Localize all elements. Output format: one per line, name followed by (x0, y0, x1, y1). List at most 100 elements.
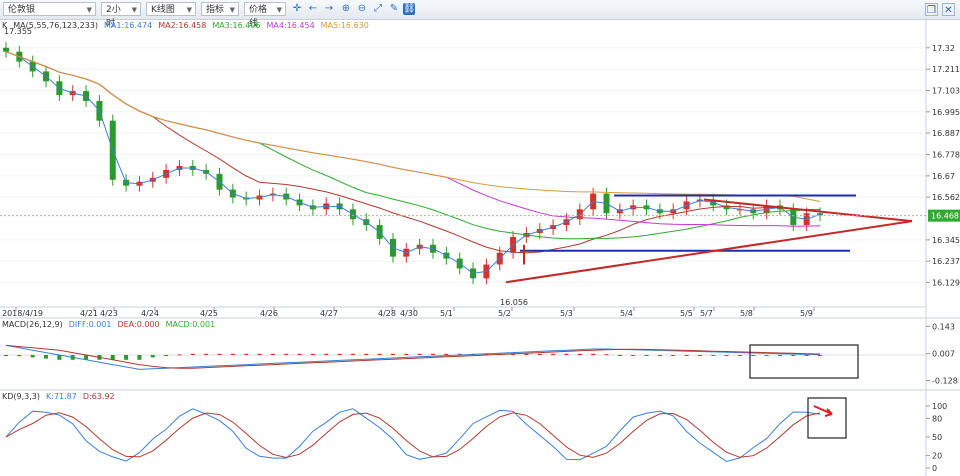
close-icon[interactable]: ✕ (942, 3, 955, 16)
chevron-down-icon: ▼ (229, 6, 235, 14)
x-tick-label: 5/3 (560, 309, 573, 318)
candle-body (736, 209, 743, 211)
candle-body (456, 258, 463, 269)
zoom-out-icon[interactable]: ⊖ (357, 3, 367, 14)
candle-body (696, 199, 703, 202)
macd-histogram-bar (417, 353, 422, 355)
macd-histogram-bar (537, 353, 542, 355)
candle-body (403, 248, 410, 257)
link-icon[interactable]: ⛓ (403, 3, 416, 15)
macd-histogram-bar (124, 355, 129, 360)
candle-body (29, 61, 36, 72)
candle-body (616, 209, 623, 214)
candle-body (136, 181, 143, 186)
macd-histogram-bar (644, 355, 649, 356)
macd-diff-line (5, 344, 821, 370)
macd-histogram-bar (217, 353, 222, 355)
macd-histogram-bar (137, 355, 142, 360)
indicators-select[interactable]: 指标 ▼ (201, 2, 239, 16)
macd-histogram-bar (577, 353, 582, 355)
candle-body (523, 232, 530, 237)
macd-histogram-bar (4, 355, 8, 356)
candle-body (576, 209, 583, 220)
macd-histogram-bar (631, 355, 636, 356)
macd-histogram-bar (17, 355, 22, 357)
macd-histogram-bar (471, 353, 476, 355)
macd-histogram-bar (564, 353, 569, 355)
x-tick-label: 4/26 (260, 309, 278, 318)
candle-body (389, 238, 396, 257)
legend-ma1: MA1:16.474 (104, 21, 153, 30)
moving-average-ma1 (5, 51, 821, 274)
x-tick-label: 5/2 (498, 309, 511, 318)
x-tick-label: 5/5 (680, 309, 693, 318)
chart-type-select[interactable]: K线图 ▼ (146, 2, 196, 16)
candle-body (83, 91, 90, 101)
macd-histogram-bar (310, 353, 315, 355)
symbol-value: 伦敦银 (8, 5, 36, 15)
legend-ma-params: MA(5,55,76,123,233) (13, 21, 99, 30)
wedge-upper-line (703, 198, 913, 223)
chevron-down-icon: ▼ (131, 6, 137, 14)
low-label: 16.056 (500, 298, 528, 307)
macd-histogram-bar (457, 353, 462, 355)
draw-pen-icon[interactable]: ✎ (389, 3, 399, 14)
y-tick-label: 16.562 (932, 193, 960, 202)
kd-y-tick-label: 50 (932, 433, 942, 442)
crosshair-icon[interactable]: ✛ (292, 3, 302, 14)
kd-y-tick-label: 80 (932, 414, 942, 423)
restore-icon[interactable]: ❐ (925, 3, 938, 16)
macd-histogram-bar (524, 353, 529, 355)
macd-histogram-bar (604, 354, 609, 356)
price-line-select[interactable]: 价格线 ▼ (244, 2, 286, 29)
x-tick-label: 4/24 (141, 309, 159, 318)
macd-histogram-bar (177, 354, 182, 356)
moving-average-ma2 (5, 51, 821, 254)
candle-body (630, 205, 637, 210)
symbol-select[interactable]: 伦敦银 ▼ (3, 2, 96, 16)
macd-histogram-bar (551, 353, 556, 355)
candle-body (803, 213, 810, 226)
macd-histogram-bar (44, 355, 49, 359)
candle-body (510, 236, 517, 253)
candle-body (216, 173, 223, 190)
candle-body (376, 225, 383, 239)
wedge-lower-line (505, 220, 913, 284)
x-tick-label: 4/25 (200, 309, 218, 318)
zoom-in-icon[interactable]: ⊕ (341, 3, 351, 14)
kd-legend: KD(9,3,3) K:71.87 D:63.92 (2, 392, 121, 402)
legend-k: K (2, 21, 8, 30)
arrow-right-icon[interactable]: → (324, 3, 334, 14)
moving-average-ma4 (5, 51, 821, 227)
kd-y-tick-label: 100 (932, 402, 947, 411)
macd-histogram-bar (150, 355, 155, 358)
candle-body (123, 179, 130, 186)
x-tick-label: 4/21 (80, 309, 98, 318)
candle-body (243, 197, 250, 200)
legend-k-value: K:71.87 (46, 392, 77, 401)
candle-body (149, 177, 156, 182)
macd-histogram-bar (657, 355, 662, 356)
price-line-value: 价格线 (249, 5, 268, 29)
main-legend: K MA(5,55,76,123,233) MA1:16.474 MA2:16.458… (2, 21, 375, 31)
legend-d-value: D:63.92 (82, 392, 115, 401)
y-tick-label: 16.995 (932, 108, 960, 117)
chart-type-value: K线图 (151, 5, 175, 15)
x-tick-label: 5/1 (440, 309, 453, 318)
macd-histogram-bar (164, 355, 169, 356)
legend-macd: MACD:0.001 (165, 320, 216, 329)
candle-body (16, 51, 23, 62)
candle-body (443, 252, 450, 259)
period-select[interactable]: 2小时 ▼ (101, 2, 141, 29)
x-tick-label: 4/28 (378, 309, 396, 318)
x-tick-label: 4/27 (320, 309, 338, 318)
candle-body (3, 47, 9, 52)
expand-icon[interactable]: ⤢ (374, 3, 382, 14)
red-arrow-icon (813, 405, 833, 417)
candle-body (763, 205, 770, 214)
macd-y-tick-label: 0.143 (932, 322, 955, 331)
macd-histogram-bar (190, 353, 195, 355)
arrow-left-icon[interactable]: ← (308, 3, 318, 14)
y-tick-label: 16.887 (932, 129, 960, 138)
